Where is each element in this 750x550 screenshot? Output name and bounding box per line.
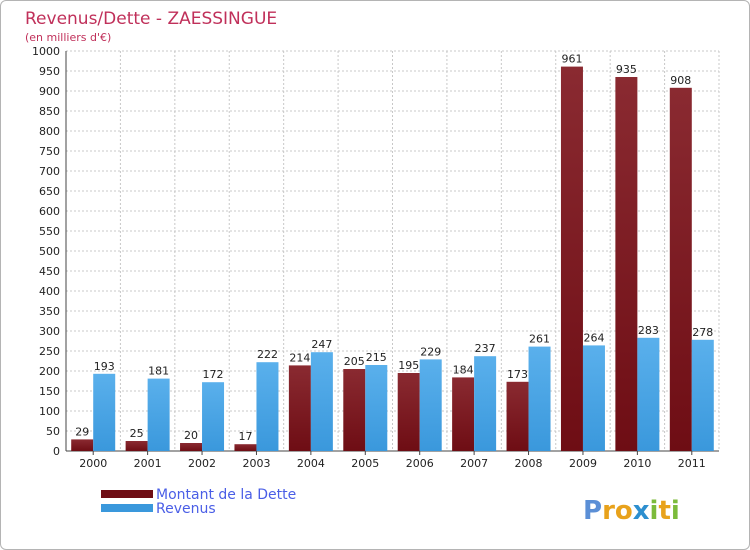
y-tick-label: 900 [39,85,60,98]
value-label: 908 [670,74,691,87]
bar-revenus [310,352,333,451]
y-tick-label: 150 [39,385,60,398]
x-tick-label: 2007 [460,457,488,470]
bar-dette [71,439,94,451]
y-tick-label: 200 [39,365,60,378]
legend-label: Revenus [156,501,216,517]
value-label: 193 [94,360,115,373]
value-label: 184 [453,363,474,376]
bar-dette [125,441,148,451]
value-label: 172 [203,368,224,381]
bar-revenus [637,337,660,451]
value-label: 25 [130,427,144,440]
value-label: 214 [289,351,310,364]
y-tick-label: 850 [39,105,60,118]
value-label: 935 [616,63,637,76]
value-label: 222 [257,348,278,361]
bar-dette [288,365,311,451]
y-tick-label: 50 [46,425,60,438]
bar-revenus [419,359,442,451]
y-tick-label: 250 [39,345,60,358]
y-tick-label: 350 [39,305,60,318]
bar-dette [397,373,420,451]
value-label: 20 [184,429,198,442]
value-label: 215 [366,351,387,364]
value-label: 264 [583,331,604,344]
value-label: 181 [148,365,169,378]
bar-revenus [582,345,605,451]
bar-dette [180,443,203,451]
legend-swatch [101,490,153,498]
y-tick-label: 500 [39,245,60,258]
value-label: 29 [75,425,89,438]
legend-swatch [101,504,153,512]
x-tick-label: 2003 [242,457,270,470]
bar-revenus [93,373,116,451]
y-tick-label: 600 [39,205,60,218]
value-label: 237 [475,342,496,355]
grid-layer [65,50,720,452]
x-tick-label: 2002 [188,457,216,470]
x-tick-label: 2005 [351,457,379,470]
y-tick-label: 700 [39,165,60,178]
value-label: 961 [561,53,582,66]
y-tick-label: 0 [53,445,60,458]
bar-dette [234,444,257,451]
value-label: 278 [692,326,713,339]
y-tick-label: 1000 [32,45,60,58]
value-label: 205 [344,355,365,368]
chart-subtitle: (en milliers d'€) [25,31,111,44]
bar-dette [506,381,529,451]
y-tick-label: 550 [39,225,60,238]
x-tick-label: 2008 [515,457,543,470]
y-tick-label: 650 [39,185,60,198]
y-tick-label: 450 [39,265,60,278]
y-tick-label: 750 [39,145,60,158]
bar-revenus [691,339,714,451]
value-label: 283 [638,324,659,337]
proxiti-logo: Proxiti [583,496,680,526]
bar-dette [343,369,366,451]
value-label: 17 [238,430,252,443]
value-label: 261 [529,333,550,346]
legend-label: Montant de la Dette [156,487,296,503]
bars-layer [71,66,714,452]
bar-revenus [528,346,551,451]
x-tick-label: 2000 [79,457,107,470]
value-label: 229 [420,345,441,358]
value-label: 173 [507,368,528,381]
x-tick-label: 2011 [678,457,706,470]
x-tick-label: 2004 [297,457,325,470]
y-tick-label: 800 [39,125,60,138]
axis-layer: 0 50 100 150 200 250 300 350 400 450 500 550 600 650 7… [32,45,719,470]
y-tick-label: 950 [39,65,60,78]
bar-revenus [256,362,279,451]
x-tick-label: 2006 [406,457,434,470]
bar-dette [452,377,475,451]
proxiti-wordmark: Proxiti [583,496,680,526]
bar-revenus [202,382,225,451]
x-tick-label: 2010 [623,457,651,470]
value-label: 247 [311,338,332,351]
x-tick-label: 2009 [569,457,597,470]
value-label: 195 [398,359,419,372]
x-tick-label: 2001 [134,457,162,470]
bar-dette [615,77,638,451]
y-tick-label: 300 [39,325,60,338]
bar-revenus [474,356,497,451]
bar-dette [560,66,583,451]
y-tick-label: 400 [39,285,60,298]
bar-dette [669,87,692,452]
chart-title: Revenus/Dette - ZAESSINGUE [25,9,277,29]
bar-revenus [147,378,170,451]
bar-revenus [365,365,388,451]
y-tick-label: 100 [39,405,60,418]
